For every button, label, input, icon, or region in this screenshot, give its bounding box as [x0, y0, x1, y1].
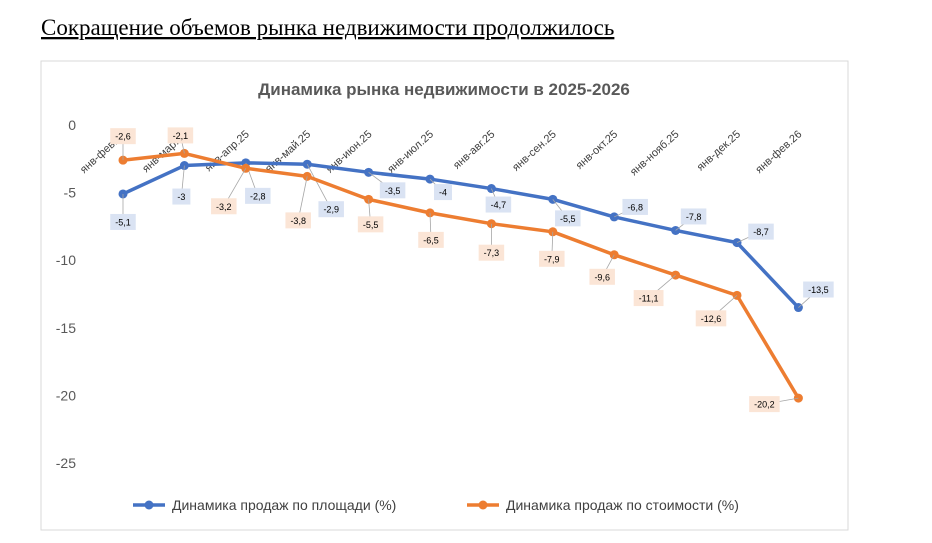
data-label-text: -6,8 [627, 202, 643, 212]
data-label-box [803, 281, 834, 298]
y-tick-label: -20 [56, 387, 76, 403]
data-label-text: -9,6 [594, 272, 610, 282]
data-label-box [418, 231, 444, 248]
data-label-box [172, 188, 191, 205]
data-label-text: -5,5 [560, 214, 576, 224]
data-label: -6,5 [418, 231, 444, 248]
data-label: -5,1 [110, 213, 136, 230]
data-label-box [211, 198, 237, 215]
series-line [122, 161, 800, 309]
data-label: -7,9 [539, 250, 565, 267]
data-label-box [110, 128, 136, 145]
data-label-text: -5,5 [363, 220, 379, 230]
data-label-text: -4 [439, 188, 447, 198]
data-label: -6,8 [622, 198, 648, 215]
data-label-text: -7,3 [484, 248, 500, 258]
data-label: -8,7 [748, 223, 774, 240]
heading: Сокращение объемов рынка недвижимости пр… [41, 15, 614, 40]
data-label: -3 [172, 188, 191, 205]
data-label: -3,2 [211, 198, 237, 215]
data-label-box [433, 184, 453, 201]
data-label-text: -20,2 [754, 400, 775, 410]
data-label: -4,7 [485, 196, 512, 213]
data-label-text: -2,6 [115, 132, 131, 142]
data-label-text: -6,5 [423, 235, 439, 245]
data-label-box [478, 244, 505, 261]
data-label-text: -3,8 [290, 216, 306, 226]
data-label-text: -2,1 [173, 131, 189, 141]
data-label-text: -12,6 [701, 314, 722, 324]
data-label-text: -5,1 [115, 217, 131, 227]
data-label-box [695, 310, 727, 327]
y-tick-label: -5 [64, 185, 77, 201]
legend-label: Динамика продаж по площади (%) [172, 497, 396, 513]
data-label-box [749, 396, 780, 413]
data-label: -3,8 [285, 212, 311, 229]
y-tick-label: 0 [68, 117, 76, 133]
data-label-text: -2,8 [250, 191, 266, 201]
data-label: -2,6 [110, 128, 136, 145]
data-label: -3,5 [379, 182, 406, 199]
chart-frame [40, 60, 849, 531]
data-label: -5,5 [555, 210, 581, 227]
data-label-box [318, 201, 344, 218]
chart-title: Динамика рынка недвижимости в 2025-2026 [258, 80, 630, 99]
data-label-box [357, 216, 384, 233]
data-label-text: -4,7 [491, 200, 507, 210]
data-label: -2,9 [318, 201, 344, 218]
data-label-box [285, 212, 311, 229]
data-label-box [110, 213, 136, 230]
data-label: -4 [433, 184, 453, 201]
data-label-box [485, 196, 512, 213]
data-label-box [379, 182, 406, 199]
data-label-text: -3,2 [216, 202, 232, 212]
data-label-text: -3 [177, 192, 185, 202]
data-label-box [539, 250, 565, 267]
data-label-text: -13,5 [808, 285, 829, 295]
data-label-box [167, 127, 194, 144]
data-label-box [633, 290, 664, 307]
data-label-text: -7,9 [544, 254, 560, 264]
data-label: -5,5 [357, 216, 384, 233]
series-line [122, 151, 800, 400]
y-tick-label: -15 [56, 320, 76, 336]
data-label-text: -3,5 [385, 186, 401, 196]
data-label: -13,5 [803, 281, 834, 298]
data-label: -9,6 [589, 268, 615, 285]
data-label: -7,8 [680, 208, 707, 225]
legend-label: Динамика продаж по стоимости (%) [506, 497, 739, 513]
data-label-text: -11,1 [639, 294, 659, 304]
data-label: -11,1 [633, 290, 664, 307]
data-label-text: -8,7 [753, 227, 769, 237]
y-tick-label: -25 [56, 455, 76, 471]
y-tick-label: -10 [56, 252, 76, 268]
data-label-box [680, 208, 707, 225]
legend-marker [478, 500, 488, 510]
data-label-text: -2,9 [323, 205, 339, 215]
data-label-box [245, 187, 271, 204]
legend-marker [144, 500, 154, 510]
data-label: -2,1 [167, 127, 194, 144]
data-label-box [748, 223, 774, 240]
data-label: -12,6 [695, 310, 727, 327]
data-label: -20,2 [749, 396, 780, 413]
point [609, 250, 619, 260]
data-label-text: -7,8 [686, 212, 702, 222]
data-label-box [622, 198, 648, 215]
data-label-box [589, 268, 615, 285]
data-label: -7,3 [478, 244, 505, 261]
data-label: -2,8 [245, 187, 271, 204]
data-label-box [555, 210, 581, 227]
